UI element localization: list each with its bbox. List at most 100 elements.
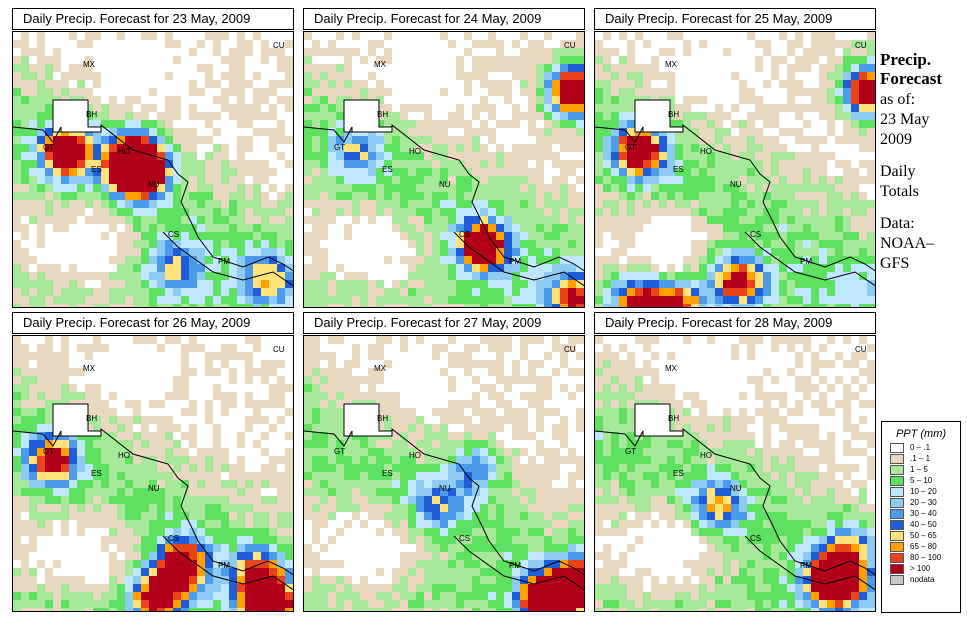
precip-cell (197, 288, 205, 296)
precip-cell (237, 256, 245, 264)
precip-cell (253, 600, 261, 608)
precip-cell (157, 248, 165, 256)
precip-cell (376, 112, 384, 120)
precip-cell (312, 392, 320, 400)
precip-cell (261, 512, 269, 520)
precip-cell (181, 144, 189, 152)
precip-cell (149, 568, 157, 576)
precip-cell (552, 216, 560, 224)
precip-cell (739, 176, 747, 184)
precip-cell (13, 552, 21, 560)
precip-cell (245, 376, 253, 384)
precip-cell (595, 64, 603, 72)
precip-cell (603, 192, 611, 200)
precip-cell (416, 432, 424, 440)
precip-cell (576, 304, 584, 307)
precip-cell (576, 144, 584, 152)
precip-cell (827, 96, 835, 104)
precip-cell (189, 304, 197, 307)
precip-cell (253, 128, 261, 136)
precip-cell (173, 552, 181, 560)
precip-cell (312, 416, 320, 424)
precip-cell (21, 120, 29, 128)
precip-cell (376, 176, 384, 184)
precip-cell (456, 176, 464, 184)
precip-cell (520, 408, 528, 416)
precip-cell (293, 544, 294, 552)
precip-cell (707, 248, 715, 256)
precip-cell (101, 152, 109, 160)
precip-cell (384, 336, 392, 344)
precip-cell (416, 608, 424, 611)
precip-cell (424, 216, 432, 224)
precip-cell (165, 440, 173, 448)
precip-cell (771, 256, 779, 264)
precip-cell (528, 168, 536, 176)
precip-cell (197, 200, 205, 208)
precip-cell (536, 416, 544, 424)
precip-cell (45, 128, 53, 136)
precip-cell (464, 480, 472, 488)
precip-cell (392, 520, 400, 528)
precip-cell (261, 168, 269, 176)
precip-cell (125, 120, 133, 128)
precip-cell (456, 264, 464, 272)
precip-cell (77, 72, 85, 80)
precip-cell (432, 464, 440, 472)
precip-cell (304, 184, 312, 192)
precip-cell (699, 272, 707, 280)
precip-cell (285, 64, 293, 72)
precip-cell (221, 184, 229, 192)
precip-cell (197, 480, 205, 488)
precip-cell (245, 224, 253, 232)
precip-cell (173, 192, 181, 200)
precip-cell (53, 512, 61, 520)
precip-cell (683, 264, 691, 272)
precip-cell (304, 392, 312, 400)
precip-cell (85, 472, 93, 480)
precip-cell (157, 128, 165, 136)
precip-cell (205, 304, 213, 307)
precip-cell (312, 600, 320, 608)
precip-cell (69, 584, 77, 592)
precip-cell (261, 584, 269, 592)
precip-cell (544, 80, 552, 88)
precip-cell (568, 504, 576, 512)
precip-cell (141, 552, 149, 560)
precip-cell (173, 512, 181, 520)
precip-cell (568, 80, 576, 88)
precip-cell (464, 280, 472, 288)
precip-cell (21, 352, 29, 360)
precip-cell (13, 344, 21, 352)
precip-cell (504, 248, 512, 256)
precip-cell (675, 176, 683, 184)
precip-cell (715, 168, 723, 176)
precip-cell (843, 48, 851, 56)
precip-cell (811, 168, 819, 176)
precip-cell (53, 496, 61, 504)
precip-cell (245, 104, 253, 112)
precip-cell (21, 136, 29, 144)
precip-cell (667, 80, 675, 88)
precip-cell (328, 392, 336, 400)
precip-cell (392, 296, 400, 304)
precip-cell (53, 136, 61, 144)
precip-cell (552, 576, 560, 584)
precip-cell (416, 208, 424, 216)
precip-cell (117, 480, 125, 488)
precip-cell (432, 304, 440, 307)
precip-cell (448, 272, 456, 280)
precip-cell (37, 592, 45, 600)
precip-cell (29, 416, 37, 424)
precip-cell (253, 512, 261, 520)
precip-cell (173, 200, 181, 208)
precip-cell (53, 472, 61, 480)
country-label: BH (668, 110, 679, 119)
precip-cell (400, 192, 408, 200)
precip-cell (328, 400, 336, 408)
precip-cell (133, 304, 141, 307)
precip-cell (261, 544, 269, 552)
precip-cell (109, 496, 117, 504)
precip-cell (568, 520, 576, 528)
precip-cell (85, 272, 93, 280)
